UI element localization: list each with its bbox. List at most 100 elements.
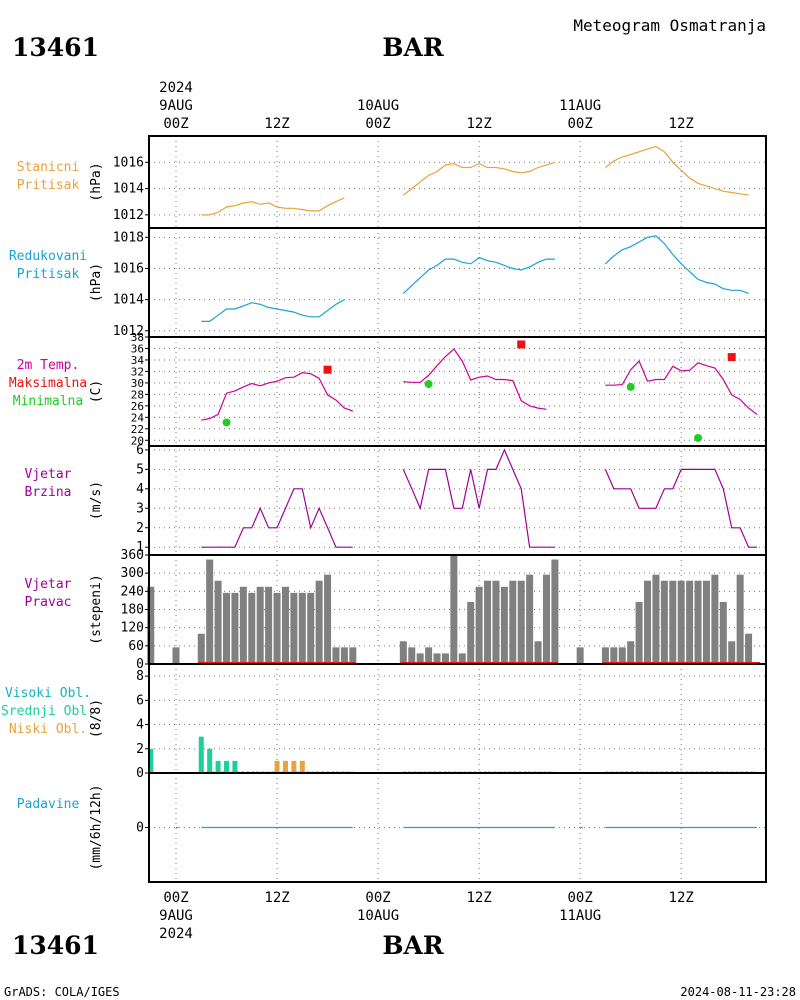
y-tick-label: 360 <box>121 548 144 563</box>
series-line <box>403 348 547 410</box>
direction-bar <box>686 580 694 664</box>
direction-bar <box>660 580 668 664</box>
direction-bar <box>618 647 626 664</box>
bottom-hour-label: 00Z <box>365 890 390 906</box>
panel-frame <box>148 663 767 774</box>
y-tick-label: 60 <box>128 639 144 654</box>
series-line <box>605 360 758 415</box>
top-year-label: 2024 <box>159 80 193 96</box>
direction-bar <box>231 592 239 664</box>
panel-label: Vjetar <box>25 577 72 592</box>
panel-frame <box>148 135 767 229</box>
direction-bar <box>526 574 534 664</box>
cloud-bar <box>274 760 280 772</box>
y-tick-label: 4 <box>136 718 144 733</box>
top-hour-label: 00Z <box>163 116 188 132</box>
cloud-bar <box>148 748 154 772</box>
direction-bar <box>197 633 205 664</box>
y-tick-label: 1018 <box>113 230 144 245</box>
direction-bar <box>265 586 273 664</box>
direction-bar <box>223 592 231 664</box>
top-day-label: 11AUG <box>559 98 601 114</box>
bottom-day-label: 11AUG <box>559 908 601 924</box>
y-tick-label: 24 <box>131 411 145 424</box>
direction-bar <box>601 647 609 664</box>
panel-label: Pritisak <box>17 267 80 282</box>
direction-bar <box>644 580 652 664</box>
y-tick-label: 0 <box>136 821 144 836</box>
y-axis-label: (8/8) <box>89 699 104 738</box>
y-tick-label: 34 <box>131 354 145 367</box>
station-name-top: BAR <box>382 33 444 62</box>
station-id-bottom: 13461 <box>12 931 99 960</box>
y-tick-label: 1012 <box>113 208 144 223</box>
y-tick-label: 22 <box>131 423 144 436</box>
bottom-hour-label: 00Z <box>568 890 593 906</box>
y-axis-label: (mm/6h/12h) <box>89 784 104 870</box>
direction-bar <box>315 580 323 664</box>
y-tick-label: 0 <box>136 766 144 781</box>
y-tick-label: 240 <box>121 584 144 599</box>
max-temp-marker <box>727 353 736 362</box>
top-time-axis: 00Z 9AUG 2024 12Z 00Z 10AUG 12Z 00Z 11AUG 12Z <box>159 80 694 132</box>
direction-bar <box>256 586 264 664</box>
panel-label: Niski Obl. <box>9 722 87 737</box>
min-temp-marker <box>424 380 433 389</box>
direction-bar <box>500 586 508 664</box>
direction-bar <box>484 580 492 664</box>
y-tick-label: 1012 <box>113 324 144 339</box>
y-tick-label: 0 <box>136 657 144 672</box>
y-tick-label: 28 <box>131 388 144 401</box>
direction-bar <box>635 601 643 664</box>
direction-bar <box>172 647 180 664</box>
series-line <box>402 161 556 196</box>
direction-bar <box>307 592 315 664</box>
direction-bar <box>551 559 559 664</box>
series-line <box>201 371 353 421</box>
direction-bar <box>324 574 332 664</box>
panel-wind_direction: 0 60 120 180 240 300 360 (stepeni) Vjetar Pravac <box>25 548 767 672</box>
y-axis-label: (C) <box>89 380 104 403</box>
panel-label: Srednji Obl. <box>1 704 95 719</box>
min-temp-marker <box>222 418 231 427</box>
direction-bar <box>677 580 685 664</box>
y-tick-label: 300 <box>121 566 144 581</box>
y-tick-label: 1014 <box>113 182 144 197</box>
y-tick-label: 180 <box>121 603 144 618</box>
y-tick-label: 30 <box>131 377 144 390</box>
direction-bar <box>509 580 517 664</box>
cloud-bar <box>299 760 305 772</box>
direction-bar <box>248 592 256 664</box>
panel-frame <box>148 227 767 338</box>
top-hour-label: 12Z <box>264 116 289 132</box>
panel-label: Pravac <box>25 595 72 610</box>
direction-bar <box>576 647 584 664</box>
cloud-bar <box>232 760 238 772</box>
y-tick-label: 8 <box>136 669 144 684</box>
panel-frame <box>148 445 767 556</box>
y-axis-label: (hPa) <box>89 263 104 302</box>
direction-bar <box>239 586 247 664</box>
series-line <box>201 299 345 322</box>
y-tick-label: 38 <box>131 331 144 344</box>
direction-bar <box>610 647 618 664</box>
panel-label: Maksimalna <box>9 376 87 391</box>
panel-wind_speed: 1 2 3 4 5 6 (m/s) Vjetar Brzina <box>25 443 767 556</box>
direction-bar <box>736 574 744 664</box>
direction-bar <box>467 601 475 664</box>
direction-bar <box>542 574 550 664</box>
direction-bar <box>416 653 424 664</box>
series-line <box>201 488 353 548</box>
panel-label: Minimalna <box>13 394 83 409</box>
direction-bar <box>450 555 458 664</box>
direction-bar <box>652 574 660 664</box>
footer-timestamp: 2024-08-11-23:28 <box>680 985 796 999</box>
y-tick-label: 120 <box>121 621 144 636</box>
max-temp-marker <box>517 340 526 349</box>
direction-bar <box>517 580 525 664</box>
min-temp-marker <box>626 382 635 391</box>
station-id-top: 13461 <box>12 33 99 62</box>
direction-bar <box>399 641 407 664</box>
cloud-bar <box>198 736 204 772</box>
